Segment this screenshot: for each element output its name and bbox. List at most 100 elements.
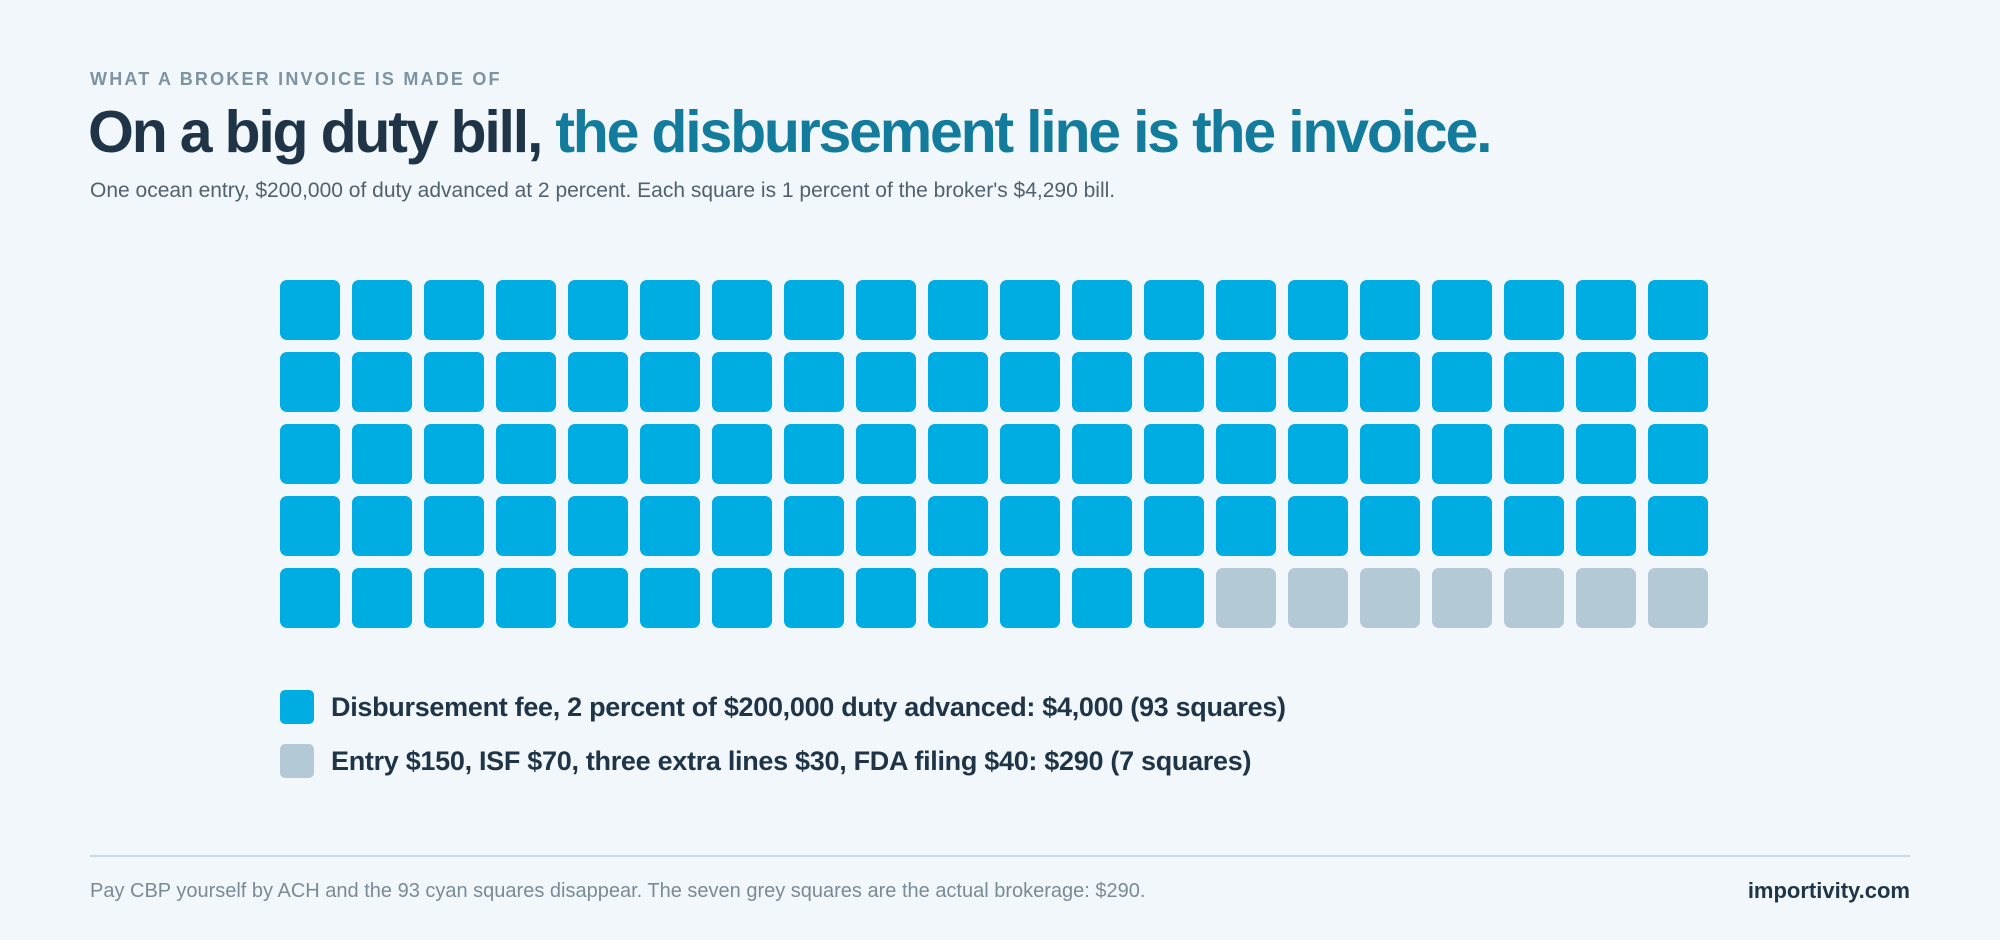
waffle-square-disbursement: [280, 496, 340, 556]
waffle-square-brokerage: [1576, 568, 1636, 628]
waffle-square-disbursement: [568, 280, 628, 340]
waffle-square-disbursement: [424, 352, 484, 412]
waffle-square-disbursement: [1072, 280, 1132, 340]
waffle-square-disbursement: [928, 352, 988, 412]
page-title: On a big duty bill, the disbursement lin…: [88, 96, 1492, 168]
title-lead: On a big duty bill,: [88, 99, 556, 165]
waffle-square-disbursement: [424, 280, 484, 340]
waffle-square-disbursement: [496, 424, 556, 484]
waffle-square-disbursement: [1144, 280, 1204, 340]
waffle-square-disbursement: [352, 352, 412, 412]
waffle-square-disbursement: [1000, 568, 1060, 628]
waffle-square-disbursement: [712, 280, 772, 340]
waffle-square-disbursement: [1360, 280, 1420, 340]
waffle-square-disbursement: [1576, 424, 1636, 484]
waffle-square-disbursement: [280, 352, 340, 412]
waffle-square-disbursement: [712, 424, 772, 484]
waffle-square-disbursement: [1072, 352, 1132, 412]
footer-divider: [90, 855, 1910, 857]
waffle-square-disbursement: [640, 568, 700, 628]
waffle-square-brokerage: [1288, 568, 1348, 628]
waffle-square-disbursement: [856, 352, 916, 412]
legend-label-disbursement: Disbursement fee, 2 percent of $200,000 …: [331, 691, 1286, 722]
waffle-square-disbursement: [424, 424, 484, 484]
waffle-square-disbursement: [352, 424, 412, 484]
waffle-square-brokerage: [1360, 568, 1420, 628]
waffle-square-disbursement: [856, 424, 916, 484]
waffle-square-disbursement: [784, 424, 844, 484]
waffle-square-disbursement: [712, 352, 772, 412]
waffle-square-disbursement: [1288, 352, 1348, 412]
footer-note: Pay CBP yourself by ACH and the 93 cyan …: [90, 880, 1146, 902]
waffle-square-disbursement: [1216, 280, 1276, 340]
waffle-square-disbursement: [1576, 496, 1636, 556]
waffle-square-brokerage: [1504, 568, 1564, 628]
waffle-square-disbursement: [712, 496, 772, 556]
waffle-square-disbursement: [1144, 424, 1204, 484]
waffle-square-disbursement: [496, 280, 556, 340]
waffle-square-disbursement: [784, 352, 844, 412]
waffle-square-disbursement: [1000, 424, 1060, 484]
waffle-square-disbursement: [1072, 424, 1132, 484]
waffle-square-disbursement: [784, 568, 844, 628]
waffle-square-brokerage: [1216, 568, 1276, 628]
waffle-square-disbursement: [568, 424, 628, 484]
waffle-square-disbursement: [1360, 424, 1420, 484]
waffle-square-disbursement: [1648, 496, 1708, 556]
waffle-square-disbursement: [1504, 280, 1564, 340]
waffle-square-disbursement: [1072, 496, 1132, 556]
legend: Disbursement fee, 2 percent of $200,000 …: [280, 690, 1286, 798]
waffle-square-disbursement: [568, 568, 628, 628]
title-accent: the disbursement line is the invoice.: [555, 99, 1492, 165]
waffle-square-disbursement: [1288, 424, 1348, 484]
waffle-square-disbursement: [1000, 352, 1060, 412]
eyebrow-label: WHAT A BROKER INVOICE IS MADE OF: [90, 69, 502, 89]
waffle-square-disbursement: [568, 496, 628, 556]
waffle-square-disbursement: [784, 496, 844, 556]
waffle-square-disbursement: [280, 568, 340, 628]
brand-link[interactable]: importivity.com: [1747, 878, 1910, 903]
waffle-square-disbursement: [1144, 352, 1204, 412]
waffle-chart: [280, 280, 1708, 628]
waffle-square-disbursement: [424, 496, 484, 556]
legend-item-brokerage: Entry $150, ISF $70, three extra lines $…: [280, 744, 1286, 778]
waffle-square-disbursement: [1360, 352, 1420, 412]
waffle-square-disbursement: [1144, 496, 1204, 556]
waffle-square-disbursement: [352, 280, 412, 340]
legend-item-disbursement: Disbursement fee, 2 percent of $200,000 …: [280, 690, 1286, 724]
waffle-square-disbursement: [640, 352, 700, 412]
waffle-square-disbursement: [712, 568, 772, 628]
waffle-square-disbursement: [1288, 280, 1348, 340]
waffle-square-disbursement: [1648, 352, 1708, 412]
waffle-square-disbursement: [1072, 568, 1132, 628]
waffle-square-disbursement: [1432, 352, 1492, 412]
waffle-square-disbursement: [928, 568, 988, 628]
waffle-square-disbursement: [568, 352, 628, 412]
waffle-square-disbursement: [1432, 496, 1492, 556]
waffle-square-disbursement: [1288, 496, 1348, 556]
waffle-square-disbursement: [496, 496, 556, 556]
waffle-square-brokerage: [1648, 568, 1708, 628]
waffle-square-disbursement: [856, 568, 916, 628]
waffle-square-disbursement: [1216, 352, 1276, 412]
waffle-square-brokerage: [1432, 568, 1492, 628]
waffle-square-disbursement: [856, 496, 916, 556]
waffle-square-disbursement: [424, 568, 484, 628]
waffle-square-disbursement: [1360, 496, 1420, 556]
waffle-square-disbursement: [280, 280, 340, 340]
waffle-square-disbursement: [496, 352, 556, 412]
legend-swatch-disbursement: [280, 690, 314, 724]
legend-label-brokerage: Entry $150, ISF $70, three extra lines $…: [331, 745, 1252, 776]
waffle-square-disbursement: [784, 280, 844, 340]
waffle-square-disbursement: [1432, 280, 1492, 340]
waffle-square-disbursement: [1144, 568, 1204, 628]
waffle-square-disbursement: [1504, 496, 1564, 556]
waffle-square-disbursement: [1504, 352, 1564, 412]
waffle-square-disbursement: [928, 496, 988, 556]
waffle-square-disbursement: [352, 568, 412, 628]
waffle-square-disbursement: [928, 280, 988, 340]
waffle-square-disbursement: [1576, 352, 1636, 412]
waffle-square-disbursement: [1648, 424, 1708, 484]
waffle-square-disbursement: [352, 496, 412, 556]
waffle-square-disbursement: [1576, 280, 1636, 340]
